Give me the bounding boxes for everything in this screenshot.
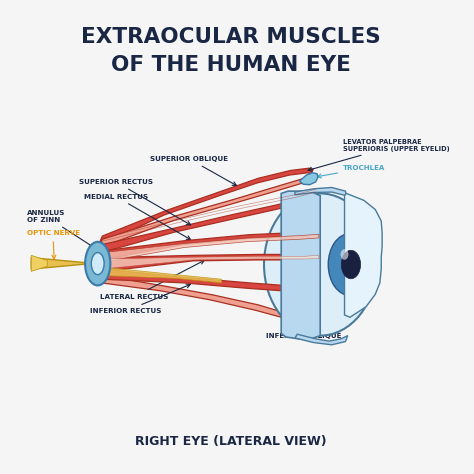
- Polygon shape: [31, 258, 91, 269]
- Ellipse shape: [91, 253, 104, 274]
- Ellipse shape: [85, 242, 110, 285]
- Text: ANNULUS
OF ZINN: ANNULUS OF ZINN: [27, 210, 96, 248]
- Text: OF THE HUMAN EYE: OF THE HUMAN EYE: [111, 55, 351, 75]
- Polygon shape: [100, 275, 314, 326]
- Text: INFERIOR RECTUS: INFERIOR RECTUS: [90, 284, 191, 314]
- Ellipse shape: [328, 234, 372, 295]
- Polygon shape: [100, 168, 313, 244]
- Text: LATERAL RECTUS: LATERAL RECTUS: [100, 260, 204, 300]
- Polygon shape: [101, 267, 221, 283]
- Ellipse shape: [341, 249, 348, 259]
- Polygon shape: [295, 187, 346, 196]
- Polygon shape: [300, 173, 318, 185]
- Text: OPTIC NERVE: OPTIC NERVE: [27, 230, 80, 259]
- Ellipse shape: [264, 193, 376, 336]
- Polygon shape: [101, 255, 319, 269]
- Text: EXTRAOCULAR MUSCLES: EXTRAOCULAR MUSCLES: [81, 27, 381, 47]
- Polygon shape: [100, 197, 318, 253]
- Polygon shape: [100, 231, 319, 260]
- Polygon shape: [101, 234, 319, 262]
- Polygon shape: [100, 178, 310, 247]
- Polygon shape: [281, 191, 320, 339]
- Polygon shape: [345, 193, 382, 317]
- Polygon shape: [31, 255, 47, 272]
- Polygon shape: [100, 269, 319, 293]
- Text: LEVATOR PALPEBRAE
SUPERIORIS (UPPER EYELID): LEVATOR PALPEBRAE SUPERIORIS (UPPER EYEL…: [308, 139, 450, 171]
- Polygon shape: [295, 334, 348, 345]
- Text: RIGHT EYE (LATERAL VIEW): RIGHT EYE (LATERAL VIEW): [135, 435, 327, 447]
- Ellipse shape: [341, 250, 361, 279]
- Text: INFERIOR OBLIQUE: INFERIOR OBLIQUE: [266, 323, 342, 338]
- Text: SUPERIOR RECTUS: SUPERIOR RECTUS: [79, 179, 191, 225]
- Polygon shape: [100, 254, 319, 272]
- Text: TROCHLEA: TROCHLEA: [317, 165, 385, 178]
- Text: SUPERIOR OBLIQUE: SUPERIOR OBLIQUE: [150, 156, 237, 185]
- Text: MEDIAL RECTUS: MEDIAL RECTUS: [84, 194, 191, 239]
